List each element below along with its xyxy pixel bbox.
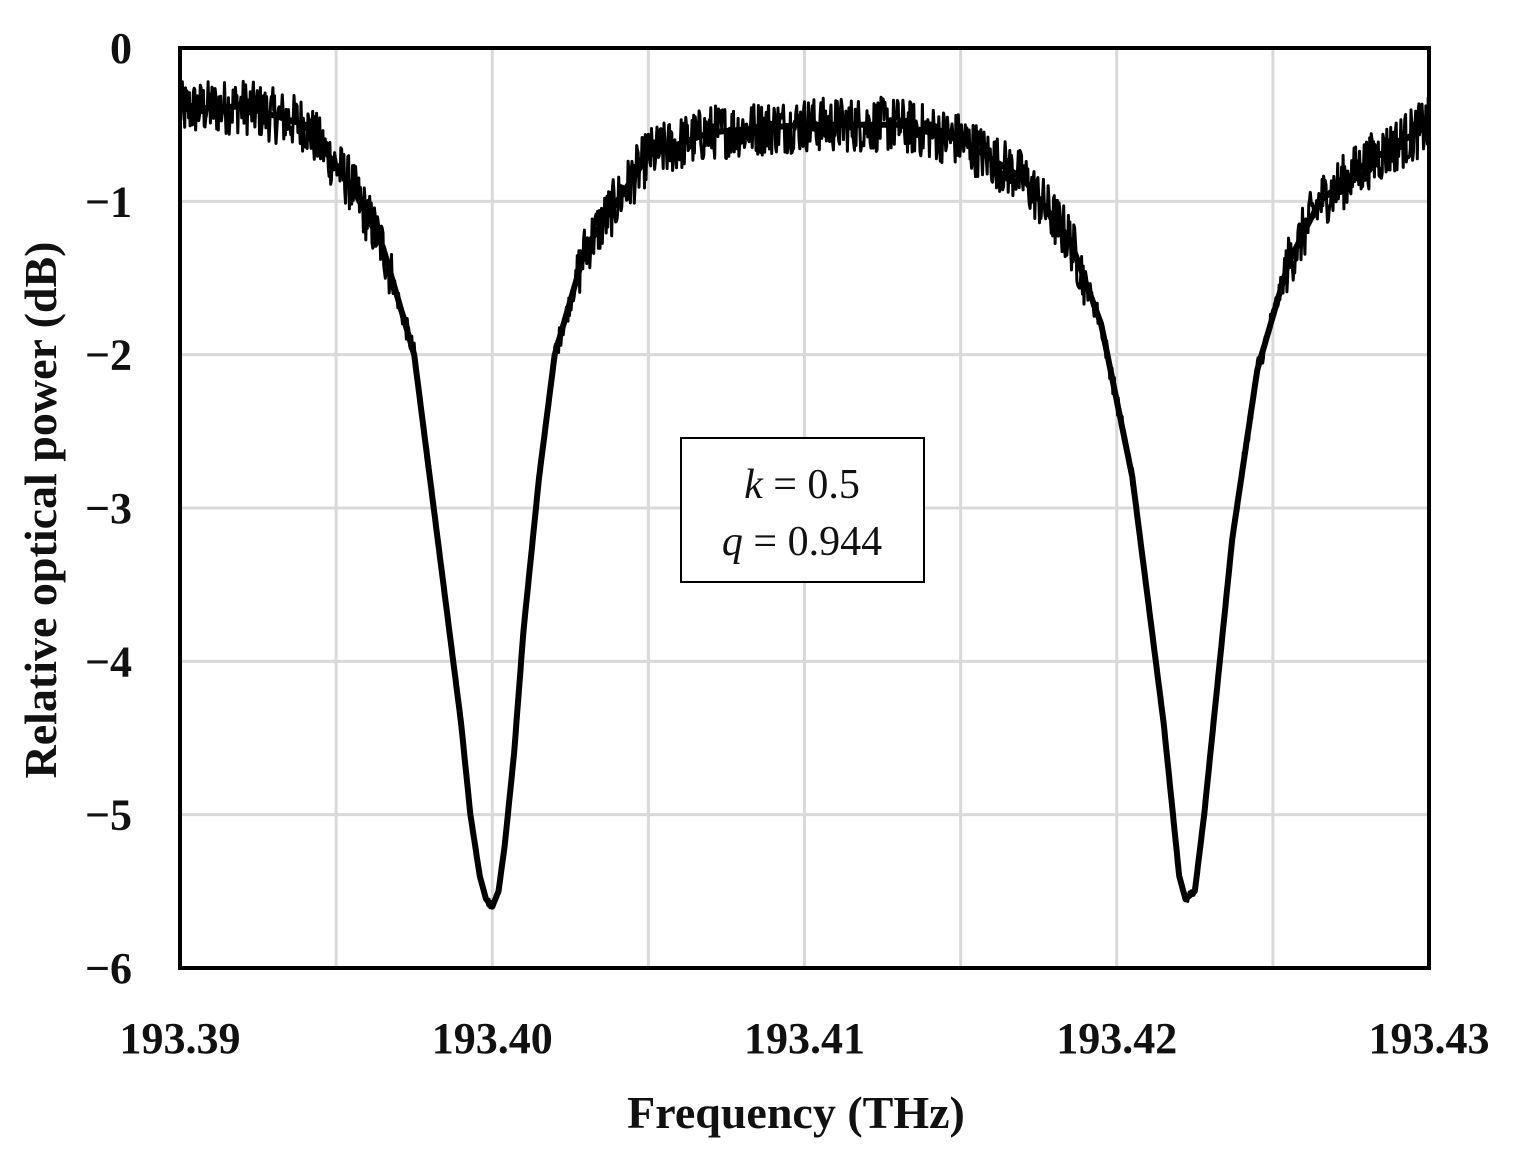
x-tick-label: 193.39 xyxy=(120,1014,241,1063)
x-tick-label: 193.42 xyxy=(1056,1014,1177,1063)
y-tick-label: −2 xyxy=(85,331,132,380)
y-axis-ticks: 0 −1 −2 −3 −4 −5 −6 xyxy=(85,24,132,993)
annotation-q-value: = 0.944 xyxy=(743,519,882,565)
svg-text:q = 0.944: q = 0.944 xyxy=(722,519,882,565)
annotation-box: k = 0.5 q = 0.944 xyxy=(680,437,925,583)
x-axis-title: Frequency (THz) xyxy=(627,1087,965,1138)
y-tick-label: −6 xyxy=(85,944,132,993)
plot-area xyxy=(180,79,1429,910)
x-tick-label: 193.41 xyxy=(744,1014,865,1063)
grid-lines xyxy=(180,48,1429,968)
y-tick-label: −1 xyxy=(85,177,132,226)
y-tick-label: −3 xyxy=(85,484,132,533)
svg-text:k = 0.5: k = 0.5 xyxy=(744,462,860,508)
y-tick-label: −5 xyxy=(85,791,132,840)
plot-frame xyxy=(178,46,1431,970)
y-tick-label: 0 xyxy=(110,24,132,73)
series-line-core xyxy=(180,103,1429,910)
y-axis-title: Relative optical power (dB) xyxy=(15,241,66,778)
y-tick-label: −4 xyxy=(85,637,132,686)
x-tick-label: 193.40 xyxy=(432,1014,553,1063)
x-axis-ticks: 193.39 193.40 193.41 193.42 193.43 xyxy=(120,1014,1490,1063)
annotation-q-symbol: q xyxy=(722,519,743,565)
annotation-k-symbol: k xyxy=(744,462,764,508)
annotation-k-value: = 0.5 xyxy=(763,462,860,508)
x-tick-label: 193.43 xyxy=(1369,1014,1490,1063)
